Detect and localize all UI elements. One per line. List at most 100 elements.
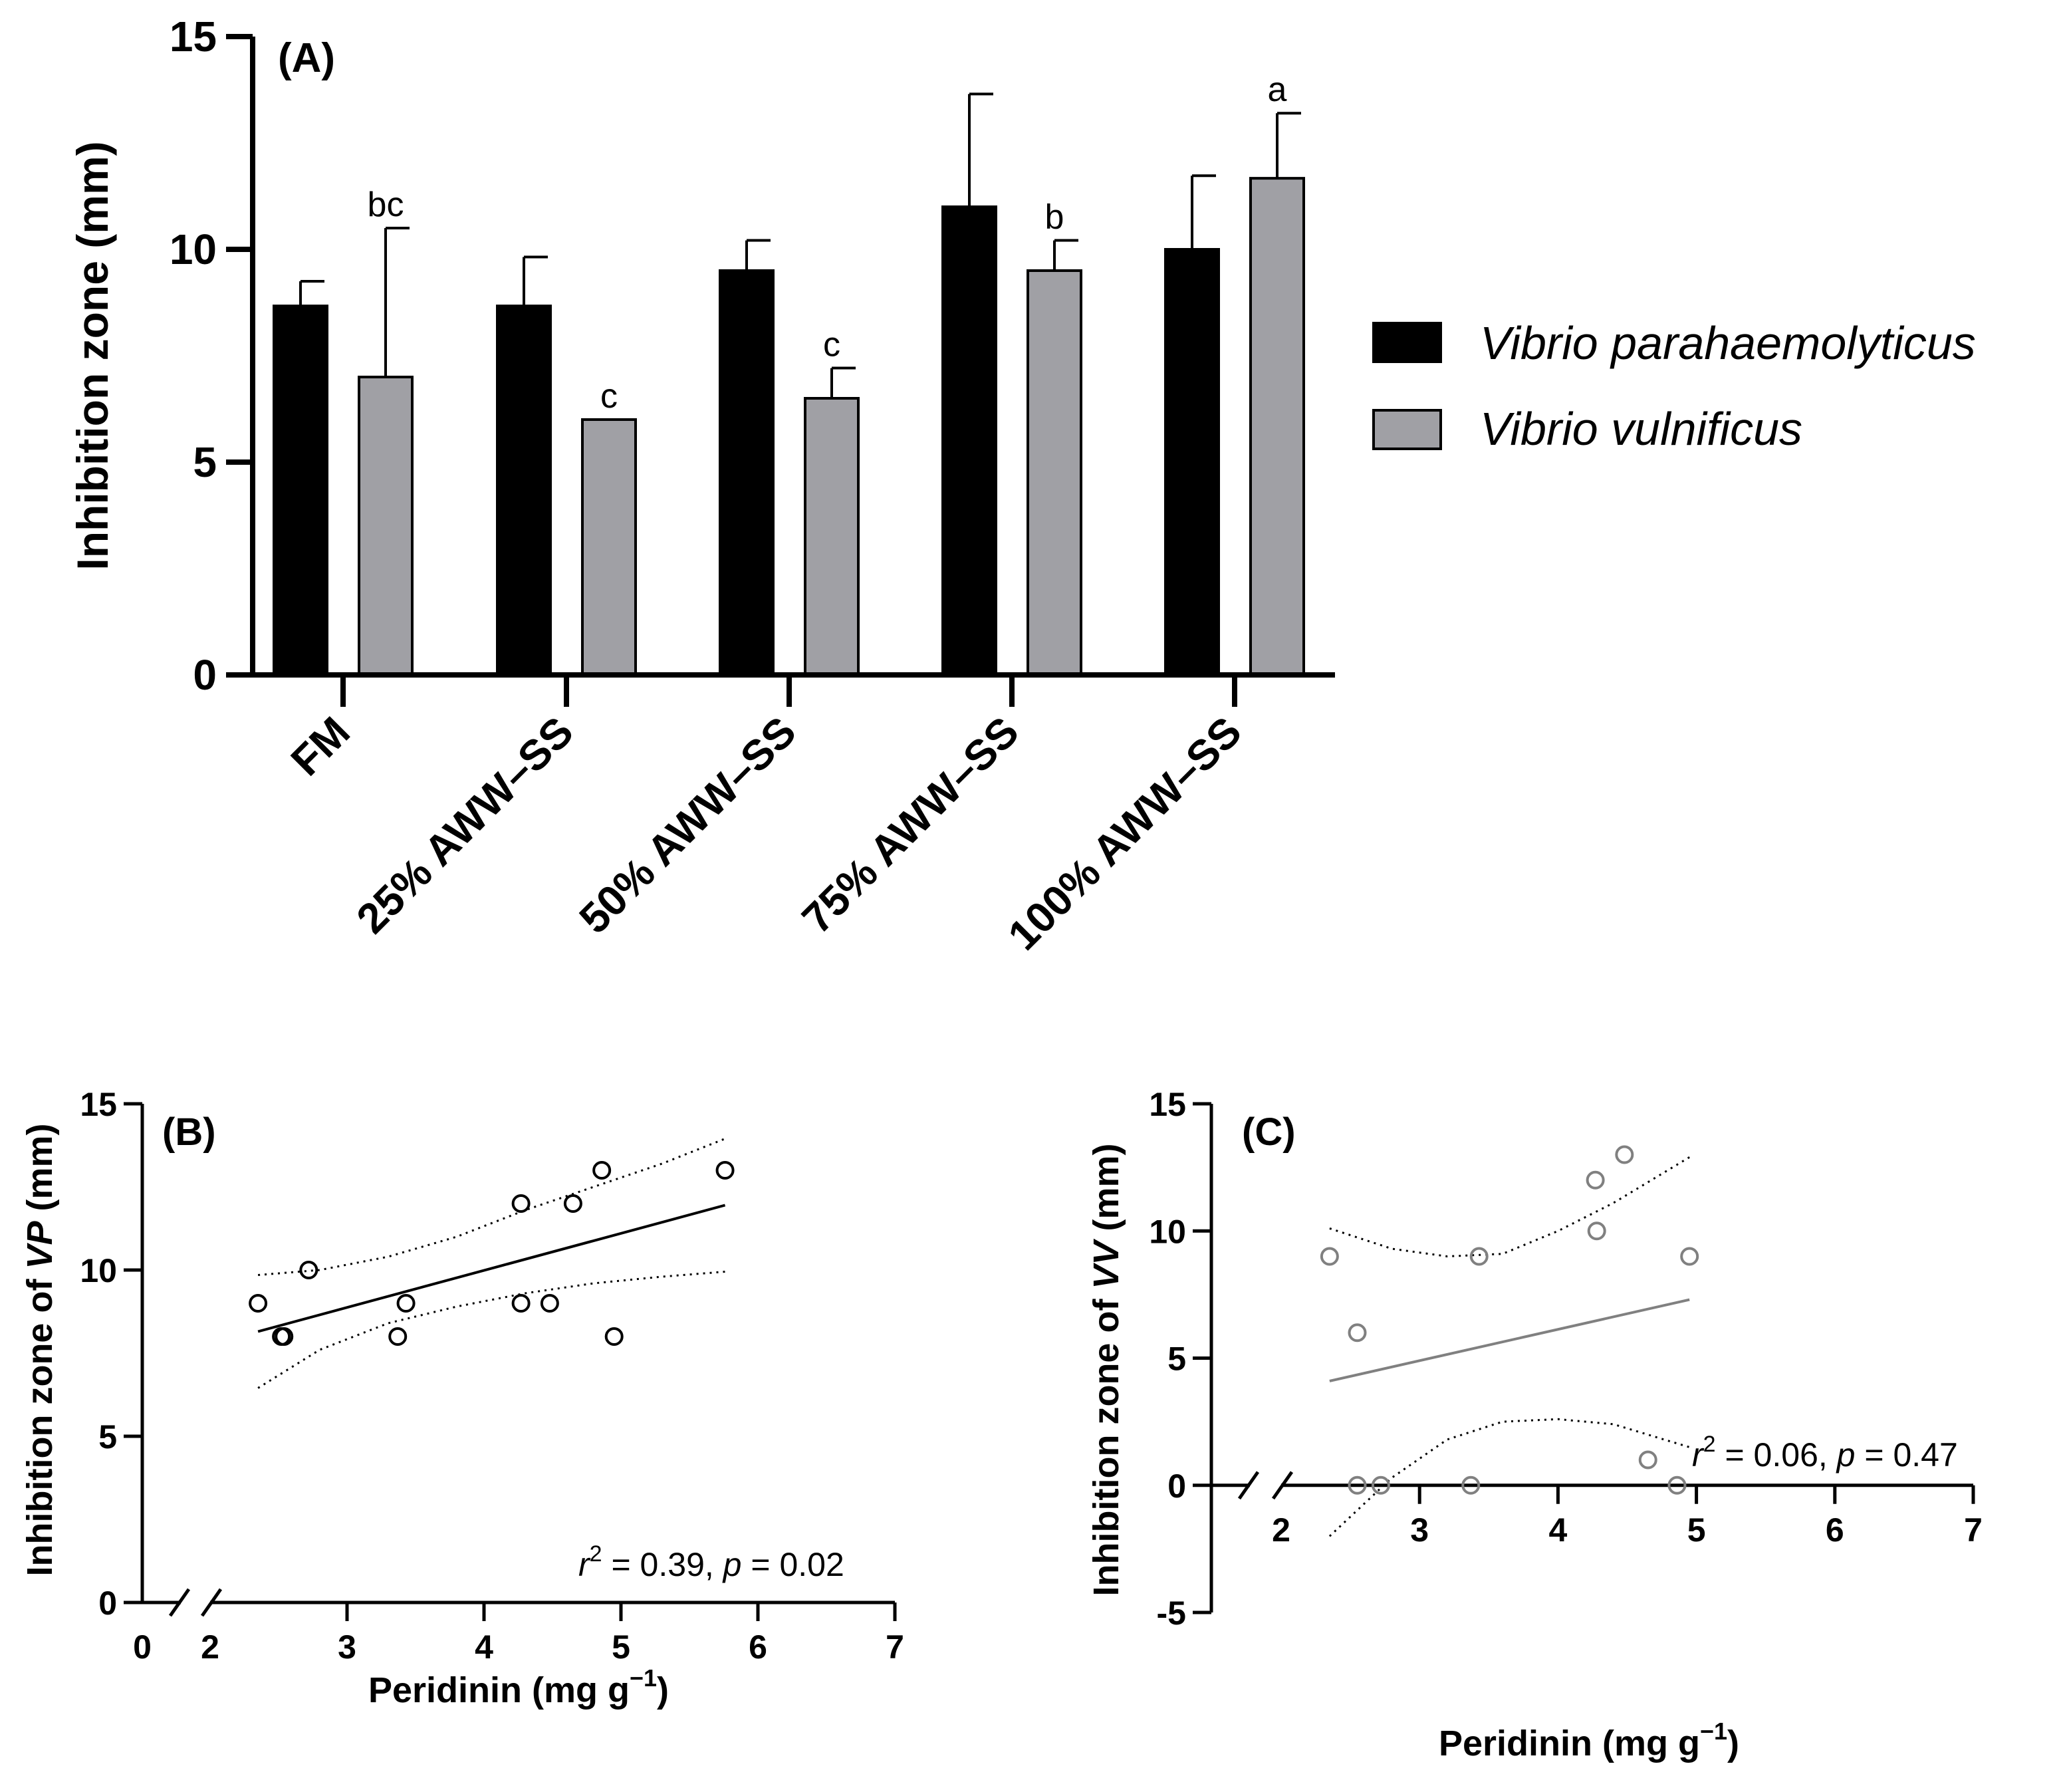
x-tick-label: 5 xyxy=(612,1628,630,1666)
panel-b-plot: 0 5 10 15 0 2 3 4 5 6 7 xyxy=(80,1086,904,1666)
data-point xyxy=(1461,1475,1481,1495)
data-point xyxy=(1587,1221,1606,1241)
panel-b-ylabel: Inhibition zone of VP (mm) xyxy=(20,1124,60,1577)
x-tick-label: 4 xyxy=(475,1628,493,1666)
panel-b-label: (B) xyxy=(162,1110,216,1154)
panel-a-legend: Vibrio parahaemolyticus Vibrio vulnificu… xyxy=(1372,317,1976,455)
data-point xyxy=(1320,1247,1339,1266)
data-point xyxy=(388,1327,408,1346)
panel-a-label: (A) xyxy=(278,35,335,81)
bar-0-0 xyxy=(273,305,328,676)
panel-b-ylabel-post: (mm) xyxy=(20,1124,60,1221)
panel-b-stat: r2 = 0.39, p = 0.02 xyxy=(578,1541,844,1583)
a-x-tick-label: FM xyxy=(282,707,359,785)
sig-letter-4: a xyxy=(1268,70,1287,109)
panel-c-stat-p: p xyxy=(1836,1436,1856,1473)
data-point xyxy=(249,1294,268,1313)
data-point xyxy=(1680,1247,1699,1266)
ci-upper-band xyxy=(1329,1156,1690,1258)
legend-label-vp: Vibrio parahaemolyticus xyxy=(1480,317,1976,369)
x-tick-label: 3 xyxy=(338,1628,356,1666)
data-point xyxy=(540,1294,559,1313)
y-tick-label: 15 xyxy=(80,1086,117,1123)
data-point xyxy=(1469,1247,1489,1266)
panel-b-xlabel: Peridinin (mg g−1) xyxy=(368,1664,669,1710)
y-tick-label: 10 xyxy=(1149,1213,1186,1250)
data-point xyxy=(275,1327,294,1346)
bar-1-4 xyxy=(1249,177,1305,676)
data-point xyxy=(1615,1145,1634,1164)
panel-b-xlabel-pre: Peridinin (mg g xyxy=(368,1670,630,1710)
a-y-tick-label: 10 xyxy=(170,225,217,273)
data-point xyxy=(396,1294,416,1313)
panel-b-stat-r: r xyxy=(578,1546,591,1583)
panel-b-stat-p: p xyxy=(722,1546,742,1583)
panel-c-label: (C) xyxy=(1242,1110,1296,1154)
a-y-tick-label: 0 xyxy=(193,651,217,699)
y-tick-label: 15 xyxy=(1149,1086,1186,1123)
a-x-tick-label: 75% AWW–SS xyxy=(792,707,1028,943)
panel-c-xlabel: Peridinin (mg g−1) xyxy=(1439,1718,1739,1763)
axis-break-mark xyxy=(168,1588,191,1617)
x-tick-label: 6 xyxy=(749,1628,767,1666)
bar-1-2 xyxy=(804,397,860,676)
panel-b-stat-sup: 2 xyxy=(590,1541,602,1567)
data-point xyxy=(1586,1170,1605,1190)
panel-a-ylabel: Inhibition zone (mm) xyxy=(68,141,117,570)
data-point xyxy=(1371,1475,1390,1495)
bar-0-2 xyxy=(719,269,775,676)
data-point xyxy=(715,1161,735,1180)
x-tick-label: 2 xyxy=(1272,1511,1290,1549)
a-x-tick-label: 50% AWW–SS xyxy=(570,707,805,943)
bar-1-3 xyxy=(1027,269,1082,676)
legend-swatch-vp xyxy=(1372,322,1442,363)
regression-line xyxy=(257,1204,726,1333)
data-point xyxy=(604,1327,624,1346)
regression-line xyxy=(1329,1298,1690,1382)
sig-letter-2: c xyxy=(823,326,840,364)
panel-b: (B) Inhibition zone of VP (mm) Peridinin… xyxy=(20,1086,904,1710)
panel-c-stat-mid: = 0.06, xyxy=(1716,1436,1837,1473)
data-point xyxy=(1638,1450,1657,1470)
x-tick-label: 5 xyxy=(1687,1511,1706,1549)
panel-b-xlabel-sup: −1 xyxy=(630,1664,657,1692)
data-point xyxy=(592,1161,612,1180)
bar-0-3 xyxy=(941,205,997,676)
panel-b-stat-post: = 0.02 xyxy=(741,1546,844,1583)
axis-break-mark xyxy=(1237,1471,1260,1500)
x-tick-label: 3 xyxy=(1410,1511,1429,1549)
panel-b-xlabel-post: ) xyxy=(657,1670,669,1710)
panel-c-plot: -5 0 5 10 15 2 3 4 5 6 7 xyxy=(1149,1086,1983,1632)
x-tick-label: 0 xyxy=(133,1628,152,1666)
y-tick-label: -5 xyxy=(1157,1595,1186,1632)
panel-c-stat-sup: 2 xyxy=(1703,1432,1716,1457)
panel-c: (C) Inhibition zone of VV (mm) Peridinin… xyxy=(1086,1086,1983,1763)
panel-c-xlabel-post: ) xyxy=(1727,1724,1739,1763)
panel-c-stat: r2 = 0.06, p = 0.47 xyxy=(1692,1432,1958,1473)
data-point xyxy=(511,1294,531,1313)
x-tick-label: 6 xyxy=(1826,1511,1844,1549)
panel-c-ylabel-post: (mm) xyxy=(1086,1144,1126,1241)
x-tick-label: 2 xyxy=(201,1628,219,1666)
y-tick-label: 0 xyxy=(98,1585,117,1622)
data-point xyxy=(563,1194,582,1213)
panel-c-ylabel-pre: Inhibition zone of xyxy=(1086,1289,1126,1597)
sig-letter-3: b xyxy=(1045,198,1064,237)
panel-c-stat-r: r xyxy=(1692,1436,1705,1473)
y-tick-label: 5 xyxy=(1167,1341,1186,1378)
panel-c-stat-post: = 0.47 xyxy=(1855,1436,1957,1473)
panel-c-xlabel-pre: Peridinin (mg g xyxy=(1439,1724,1700,1763)
bar-0-1 xyxy=(496,305,552,676)
panel-c-ylabel: Inhibition zone of VV (mm) xyxy=(1086,1144,1126,1597)
panel-a: (A) Inhibition zone (mm) bc c c b a 0 5 10 15 FM2… xyxy=(68,13,1976,960)
data-point xyxy=(1348,1475,1367,1495)
y-tick-label: 5 xyxy=(98,1418,117,1456)
a-x-tick-label: 25% AWW–SS xyxy=(347,707,582,943)
sig-letter-1: c xyxy=(600,377,618,416)
sig-letter-0: bc xyxy=(368,186,404,224)
legend-label-vv: Vibrio vulnificus xyxy=(1480,403,1802,455)
panel-c-ylabel-ital: VV xyxy=(1086,1239,1126,1289)
ci-upper-band xyxy=(257,1138,726,1276)
